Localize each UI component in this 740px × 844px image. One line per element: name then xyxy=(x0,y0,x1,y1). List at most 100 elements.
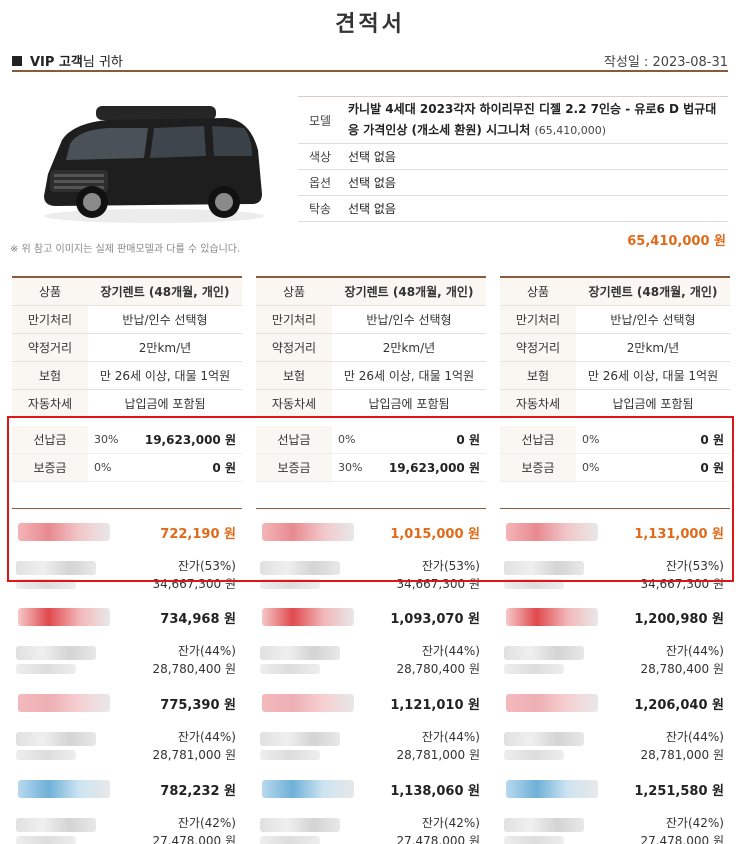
offer-item: 1,015,000 원 잔가(53%) 34,667,300 원 xyxy=(256,508,486,594)
quote-term-row: 상품 장기렌트 (48개월, 개인) xyxy=(256,278,486,306)
blurred-text xyxy=(16,579,76,589)
deposit-row: 선납금 0% 0 원 xyxy=(500,426,730,454)
blurred-text xyxy=(260,579,320,589)
document-header: VIP 고객님 귀하 작성일 : 2023-08-31 xyxy=(12,48,728,72)
deposit-key: 보증금 xyxy=(500,454,576,481)
blurred-text xyxy=(504,750,564,760)
term-value: 반납/인수 선택형 xyxy=(610,313,696,327)
deposit-percent: 0% xyxy=(582,433,600,446)
offer-item: 782,232 원 잔가(42%) 27,478,000 원 xyxy=(12,766,242,844)
offer-item: 1,093,070 원 잔가(44%) 28,780,400 원 xyxy=(256,594,486,680)
residual-rate: 잔가(44%) xyxy=(177,730,236,744)
deposit-row: 보증금 0% 0 원 xyxy=(12,454,242,482)
term-key: 자동차세 xyxy=(12,390,88,417)
customer-name: VIP 고객 xyxy=(30,55,83,70)
blurred-lender-logo xyxy=(506,694,598,712)
blurred-text xyxy=(260,836,320,844)
blurred-text xyxy=(16,646,96,660)
blurred-lender-logo xyxy=(262,780,354,798)
residual-rate: 잔가(42%) xyxy=(665,816,724,830)
customer-label: VIP 고객님 귀하 xyxy=(12,51,123,70)
deposit-amount: 19,623,000 원 xyxy=(144,433,236,447)
monthly-payment: 722,190 원 xyxy=(160,527,236,542)
quote-term-row: 보험 만 26세 이상, 대물 1억원 xyxy=(12,362,242,390)
term-value: 만 26세 이상, 대물 1억원 xyxy=(587,369,719,383)
term-key: 만기처리 xyxy=(12,306,88,333)
offer-item: 1,200,980 원 잔가(44%) 28,780,400 원 xyxy=(500,594,730,680)
term-key: 상품 xyxy=(12,278,88,305)
deposit-table: 선납금 30% 19,623,000 원 보증금 0% 0 원 xyxy=(12,426,242,482)
blurred-lender-logo xyxy=(262,523,354,541)
spec-value: 선택 없음 xyxy=(348,150,396,164)
quote-column: 상품 장기렌트 (48개월, 개인) 만기처리 반납/인수 선택형 약정거리 2… xyxy=(500,276,730,844)
blurred-text xyxy=(260,646,340,660)
deposit-percent: 0% xyxy=(94,461,112,474)
issue-date: 작성일 : 2023-08-31 xyxy=(603,55,728,70)
residual-rate: 잔가(44%) xyxy=(177,644,236,658)
spec-key: 탁송 xyxy=(308,202,332,216)
quote-term-row: 약정거리 2만km/년 xyxy=(12,334,242,362)
spec-key: 색상 xyxy=(308,150,332,164)
monthly-payment: 1,093,070 원 xyxy=(390,612,480,627)
deposit-key: 보증금 xyxy=(256,454,332,481)
blurred-lender-logo xyxy=(506,780,598,798)
blurred-text xyxy=(504,579,564,589)
residual-rate: 잔가(53%) xyxy=(421,559,480,573)
deposit-amount: 19,623,000 원 xyxy=(388,461,480,475)
quote-term-row: 보험 만 26세 이상, 대물 1억원 xyxy=(256,362,486,390)
spec-row-color: 색상 선택 없음 xyxy=(298,144,728,170)
monthly-payment: 1,131,000 원 xyxy=(634,527,724,542)
term-value: 반납/인수 선택형 xyxy=(366,313,452,327)
deposit-row: 보증금 0% 0 원 xyxy=(500,454,730,482)
blurred-text xyxy=(260,732,340,746)
blurred-lender-logo xyxy=(18,780,110,798)
deposit-key: 선납금 xyxy=(12,426,88,453)
blurred-text xyxy=(16,750,76,760)
residual-rate: 잔가(42%) xyxy=(421,816,480,830)
blurred-text xyxy=(16,818,96,832)
quote-term-row: 상품 장기렌트 (48개월, 개인) xyxy=(500,278,730,306)
blurred-lender-logo xyxy=(18,608,110,626)
deposit-amount: 0 원 xyxy=(700,461,724,475)
quote-terms-table: 상품 장기렌트 (48개월, 개인) 만기처리 반납/인수 선택형 약정거리 2… xyxy=(500,276,730,418)
monthly-payment: 734,968 원 xyxy=(160,612,236,627)
monthly-payment: 1,251,580 원 xyxy=(634,784,724,799)
term-value: 만 26세 이상, 대물 1억원 xyxy=(343,369,475,383)
blurred-lender-logo xyxy=(262,694,354,712)
blurred-lender-logo xyxy=(262,608,354,626)
residual-rate: 잔가(44%) xyxy=(421,644,480,658)
deposit-percent: 30% xyxy=(338,461,363,474)
residual-value: 28,780,400 원 xyxy=(152,662,236,676)
quote-term-row: 만기처리 반납/인수 선택형 xyxy=(256,306,486,334)
residual-rate: 잔가(44%) xyxy=(421,730,480,744)
spec-row-model: 모델 카니발 4세대 2023각자 하이리무진 디젤 2.2 7인승 - 유로6… xyxy=(298,97,728,144)
blurred-text xyxy=(504,732,584,746)
monthly-payment: 1,206,040 원 xyxy=(634,698,724,713)
blurred-text xyxy=(260,664,320,674)
deposit-amount: 0 원 xyxy=(456,433,480,447)
residual-rate: 잔가(42%) xyxy=(177,816,236,830)
term-key: 만기처리 xyxy=(500,306,576,333)
deposit-table: 선납금 0% 0 원 보증금 0% 0 원 xyxy=(500,426,730,482)
quote-term-row: 상품 장기렌트 (48개월, 개인) xyxy=(12,278,242,306)
blurred-text xyxy=(16,664,76,674)
term-key: 보험 xyxy=(256,362,332,389)
residual-value: 28,781,000 원 xyxy=(152,748,236,762)
monthly-payment: 1,200,980 원 xyxy=(634,612,724,627)
page-title: 견적서 xyxy=(335,12,405,37)
term-key: 만기처리 xyxy=(256,306,332,333)
term-value: 납입금에 포함됨 xyxy=(124,397,206,411)
monthly-payment: 782,232 원 xyxy=(160,784,236,799)
term-key: 보험 xyxy=(12,362,88,389)
offer-item: 1,121,010 원 잔가(44%) 28,781,000 원 xyxy=(256,680,486,766)
vehicle-total-price: 65,410,000 원 xyxy=(627,234,726,249)
deposit-table: 선납금 0% 0 원 보증금 30% 19,623,000 원 xyxy=(256,426,486,482)
blurred-lender-logo xyxy=(18,523,110,541)
quote-term-row: 약정거리 2만km/년 xyxy=(256,334,486,362)
term-value: 납입금에 포함됨 xyxy=(612,397,694,411)
blurred-text xyxy=(504,836,564,844)
spec-key: 모델 xyxy=(308,113,332,128)
blurred-lender-logo xyxy=(506,608,598,626)
term-key: 자동차세 xyxy=(500,390,576,417)
term-value: 반납/인수 선택형 xyxy=(122,313,208,327)
